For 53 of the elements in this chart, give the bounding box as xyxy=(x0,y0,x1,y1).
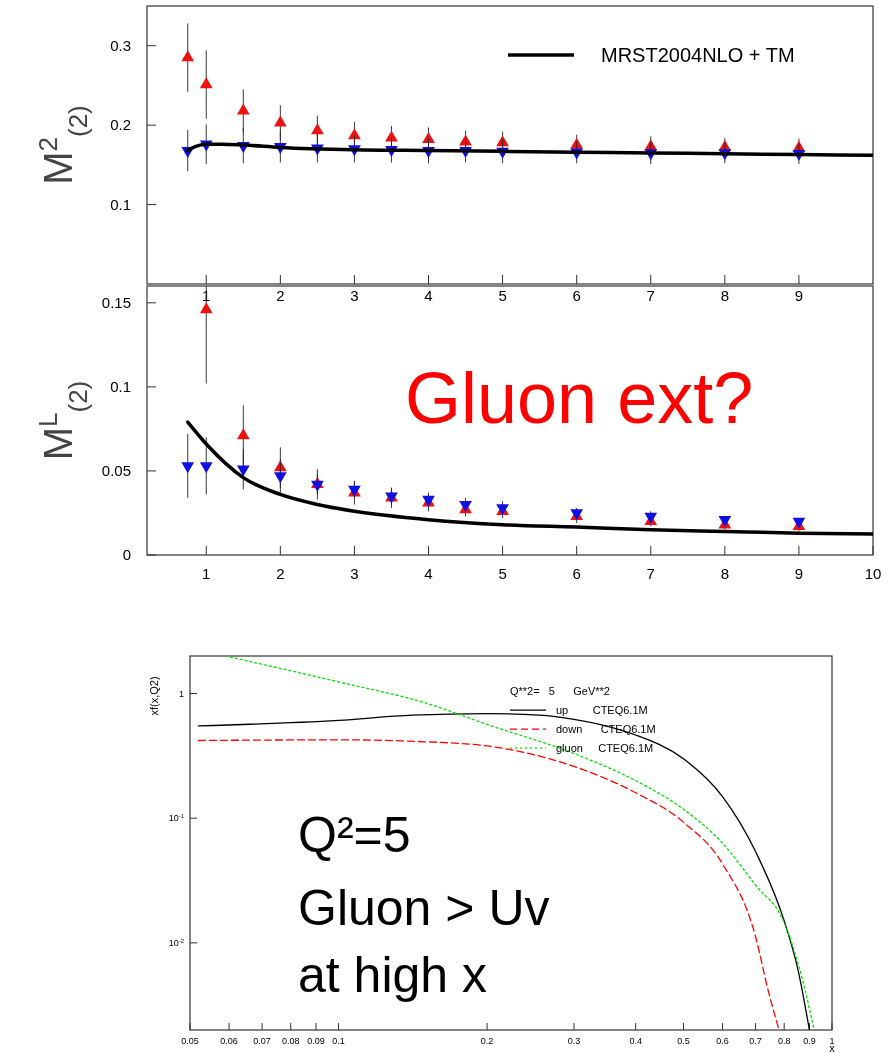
x-tick-label: 0.07 xyxy=(253,1036,271,1046)
x-tick-label: 0.06 xyxy=(220,1036,238,1046)
x-tick-label: 7 xyxy=(646,287,655,304)
x-tick-label: 0.09 xyxy=(307,1036,325,1046)
x-tick-label: 1 xyxy=(202,565,211,582)
x-tick-label: 7 xyxy=(646,565,655,582)
y-tick-label: 0.1 xyxy=(110,195,131,213)
x-tick-label: 6 xyxy=(572,287,581,304)
x-tick-label: 0.6 xyxy=(716,1036,729,1046)
y-tick-label: 0 xyxy=(122,546,131,564)
x-tick-label: 2 xyxy=(276,287,285,304)
x-tick-label: 0.4 xyxy=(629,1036,642,1046)
x-tick-label: 0.08 xyxy=(281,1036,300,1046)
y-tick-label: 10$^{-2}$ xyxy=(168,938,184,949)
x-tick-label: 0.3 xyxy=(567,1036,581,1046)
x-tick-label: 8 xyxy=(720,287,730,304)
x-tick-label: 4 xyxy=(424,287,433,304)
annotation: Gluon > Uv xyxy=(298,880,550,936)
x-tick-label: 0.2 xyxy=(480,1036,494,1046)
y-tick-label: 0.05 xyxy=(101,462,131,480)
x-tick-label: 10 xyxy=(864,565,882,582)
y-tick-label: 1 xyxy=(178,688,184,699)
x-tick-label: 3 xyxy=(350,565,359,582)
legend-label: MRST2004NLO + TM xyxy=(601,44,795,66)
x-tick-label: 0.5 xyxy=(677,1036,690,1046)
legend-title: Q**2= 5 GeV**2 xyxy=(510,685,610,697)
x-tick-label: 9 xyxy=(794,565,804,582)
y-tick-label: 10$^{-1}$ xyxy=(168,813,184,824)
x-tick-label: 9 xyxy=(794,287,804,304)
x-tick-label: 2 xyxy=(276,565,285,582)
legend-label: up CTEQ6.1M xyxy=(556,704,648,716)
x-tick-label: 0.05 xyxy=(181,1036,199,1046)
x-tick-label: 6 xyxy=(572,565,581,582)
x-tick-label: 3 xyxy=(350,287,359,304)
annotation: at high x xyxy=(298,947,488,1003)
x-tick-label: 0.8 xyxy=(777,1036,791,1046)
x-tick-label: 1 xyxy=(829,1036,835,1046)
annotation: Q²=5 xyxy=(298,807,411,863)
y-tick-label: 0.1 xyxy=(110,378,131,396)
x-tick-label: 5 xyxy=(498,565,507,582)
y-axis-title: xf(x,Q2) xyxy=(148,676,160,716)
y-tick-label: 0.3 xyxy=(110,36,131,54)
annotation: Gluon ext? xyxy=(405,358,754,438)
x-tick-label: 8 xyxy=(720,565,730,582)
x-tick-label: 0.1 xyxy=(332,1036,345,1046)
y-tick-label: 0.15 xyxy=(101,294,131,312)
x-tick-label: 0.7 xyxy=(749,1036,762,1046)
y-tick-label: 0.2 xyxy=(110,116,131,134)
legend: MRST2004NLO + TM xyxy=(508,44,795,66)
x-tick-label: 0.9 xyxy=(803,1036,816,1046)
legend-label: gluon CTEQ6.1M xyxy=(556,742,654,754)
x-tick-label: 5 xyxy=(498,287,507,304)
x-tick-label: 4 xyxy=(424,565,433,582)
